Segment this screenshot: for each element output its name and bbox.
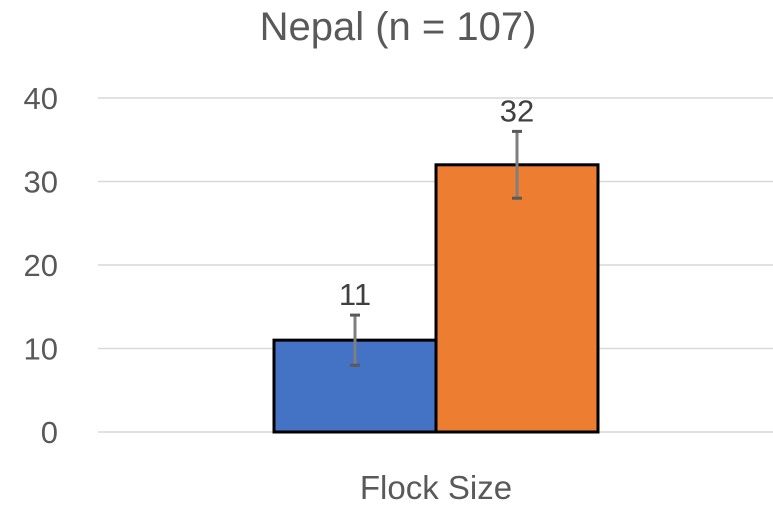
bars <box>272 163 600 434</box>
data-label: 11 <box>339 277 371 312</box>
y-tick-label: 20 <box>24 248 58 283</box>
y-tick-label: 30 <box>24 165 58 200</box>
data-label: 32 <box>500 93 534 128</box>
bar <box>434 163 600 434</box>
data-labels: 11 32 <box>339 93 534 312</box>
error-bars <box>350 129 522 367</box>
x-axis-category-label: Flock Size <box>360 469 512 506</box>
chart-title: Nepal (n = 107) <box>260 5 537 49</box>
y-tick-label: 0 <box>41 415 58 450</box>
y-tick-label: 10 <box>24 332 58 367</box>
y-axis-ticks: 0 10 20 30 40 <box>24 81 58 450</box>
y-tick-label: 40 <box>24 81 58 116</box>
